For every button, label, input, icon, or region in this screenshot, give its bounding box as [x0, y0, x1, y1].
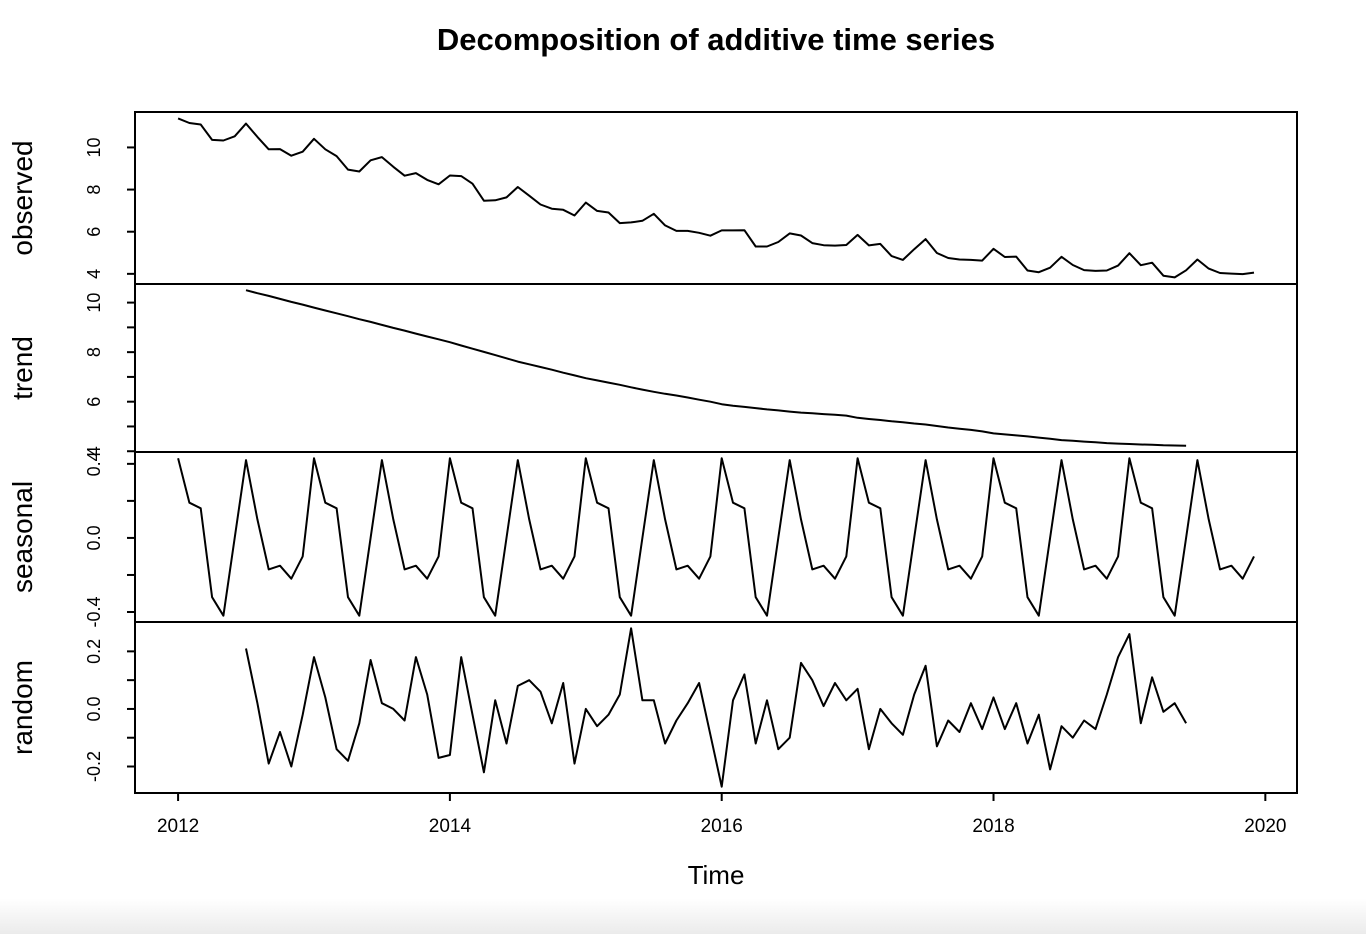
random-y-tick-label: -0.2 [84, 751, 104, 782]
trend-y-tick-label: 6 [84, 397, 104, 407]
panel-seasonal-box [134, 451, 1298, 623]
observed-y-tick-label: 8 [84, 185, 104, 195]
observed-y-tick-label: 6 [84, 227, 104, 237]
trend-axis-title: trend [7, 336, 38, 400]
seasonal-axis-title: seasonal [7, 481, 38, 593]
trend-y-tick-label: 8 [84, 347, 104, 357]
random-y-tick-label: 0.2 [84, 639, 104, 664]
x-tick-label: 2012 [157, 816, 199, 837]
x-axis-title: Time [687, 860, 745, 890]
panel-observed-box [134, 111, 1298, 285]
panel-trend-box [134, 283, 1298, 453]
chart-title: Decomposition of additive time series [436, 22, 996, 57]
x-tick-label: 2018 [972, 816, 1014, 837]
panel-random-box [134, 621, 1298, 794]
seasonal-y-tick-label: -0.4 [84, 596, 104, 627]
observed-y-tick-label: 10 [84, 137, 104, 157]
x-tick-label: 2014 [429, 816, 472, 837]
trend-y-tick-label: 10 [84, 293, 104, 313]
seasonal-series-line [177, 457, 1255, 617]
trend-series-line [245, 289, 1187, 447]
trend-y-tick-label: 4 [84, 446, 104, 456]
x-tick-label: 2020 [1244, 816, 1286, 837]
bottom-shadow-strip [0, 898, 1366, 934]
random-series-line [245, 627, 1187, 788]
observed-y-tick-label: 4 [84, 269, 104, 279]
random-axis-title: random [7, 660, 38, 755]
x-tick-label: 2016 [701, 816, 743, 837]
observed-series-line [177, 117, 1255, 279]
seasonal-y-tick-label: 0.4 [84, 451, 104, 476]
random-y-tick-label: 0.0 [84, 696, 104, 721]
seasonal-y-tick-label: 0.0 [84, 525, 104, 550]
observed-axis-title: observed [7, 140, 38, 255]
